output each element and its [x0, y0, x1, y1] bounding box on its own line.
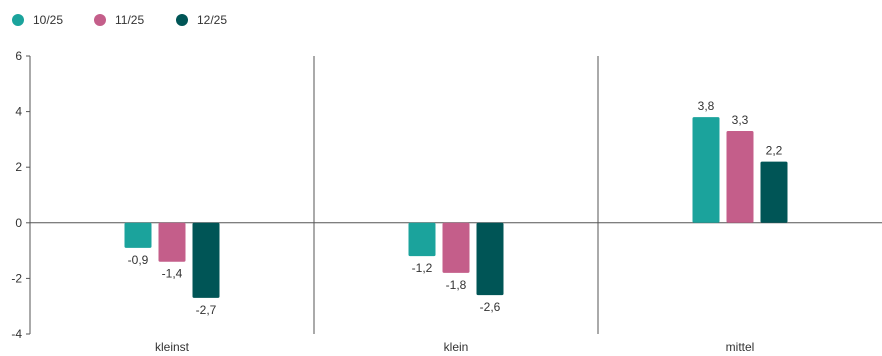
data-label: -0,9: [128, 253, 149, 267]
bar-10-25-klein[interactable]: [408, 222, 436, 257]
legend-item-3[interactable]: 12/25: [176, 13, 227, 27]
x-category-label: klein: [444, 340, 469, 354]
data-label: -1,8: [446, 278, 467, 292]
data-label: -1,2: [412, 261, 433, 275]
legend-label-3: 12/25: [197, 13, 227, 27]
data-label: -2,6: [480, 300, 501, 314]
legend-label-1: 10/25: [33, 13, 63, 27]
data-label: 3,3: [732, 113, 749, 127]
y-tick-label: 6: [15, 49, 22, 63]
x-category-label: mittel: [726, 340, 755, 354]
bar-10-25-kleinst[interactable]: [124, 222, 152, 248]
bar-10-25-mittel[interactable]: [692, 117, 720, 223]
legend: 10/25 11/25 12/25: [12, 13, 227, 27]
legend-marker-1: [12, 14, 24, 26]
legend-marker-2: [94, 14, 106, 26]
bar-11-25-mittel[interactable]: [726, 131, 754, 223]
bar-11-25-kleinst[interactable]: [158, 222, 186, 262]
y-tick-label: 0: [15, 216, 22, 230]
y-tick-label: 4: [15, 105, 22, 119]
data-label: 2,2: [766, 144, 783, 158]
data-label: 3,8: [698, 99, 715, 113]
legend-label-2: 11/25: [115, 13, 144, 27]
legend-marker-3: [176, 14, 188, 26]
legend-item-2[interactable]: 11/25: [94, 13, 144, 27]
data-label: -2,7: [196, 303, 217, 317]
bars: [124, 117, 788, 298]
data-label: -1,4: [162, 267, 183, 281]
y-tick-label: -2: [11, 271, 22, 285]
bar-12-25-klein[interactable]: [476, 222, 504, 296]
y-tick-label: 2: [15, 160, 22, 174]
legend-item-1[interactable]: 10/25: [12, 13, 63, 27]
bar-11-25-klein[interactable]: [442, 222, 470, 273]
y-tick-label: -4: [11, 327, 22, 341]
x-category-label: kleinst: [155, 340, 190, 354]
bar-12-25-kleinst[interactable]: [192, 222, 220, 298]
data-labels: -0,9 -1,4 -2,7 -1,2 -1,8 -2,6 3,8 3,3 2,2: [128, 99, 783, 317]
bar-12-25-mittel[interactable]: [760, 161, 788, 223]
